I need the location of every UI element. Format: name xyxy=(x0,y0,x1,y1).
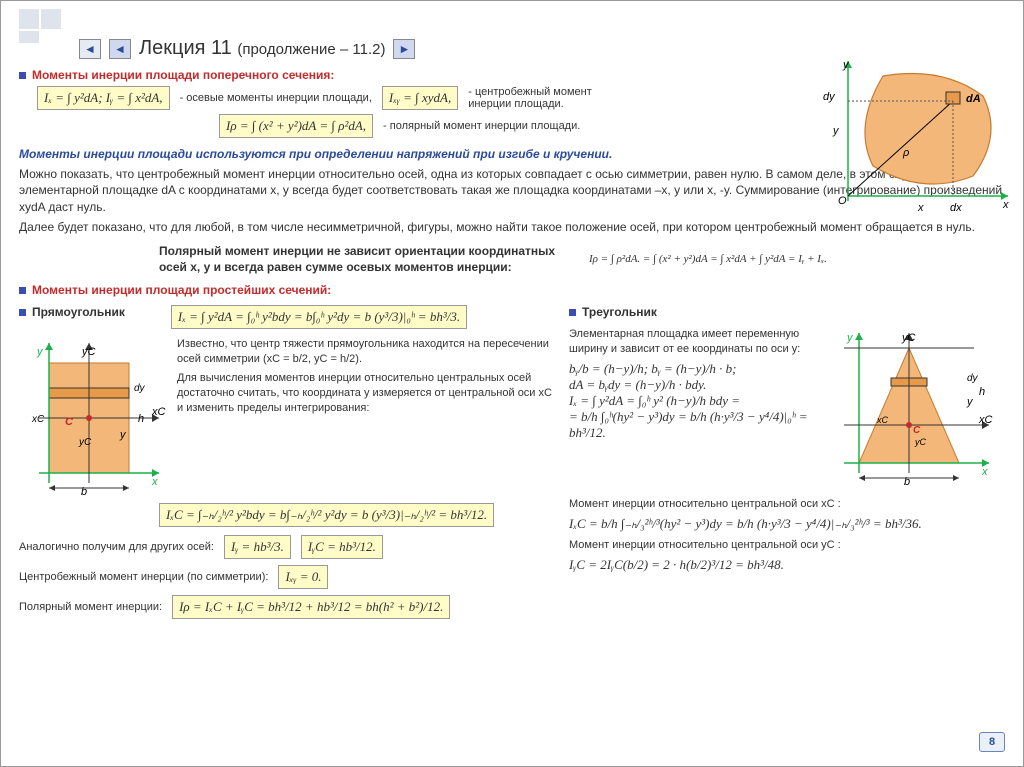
title-sub: (продолжение – 11.2) xyxy=(237,41,385,58)
bullet-icon-2 xyxy=(19,287,26,294)
formula-axial: Iₓ = ∫ y²dA; Iᵧ = ∫ x²dA, xyxy=(37,86,170,110)
rect-formula-ix: Iₓ = ∫ y²dA = ∫₀ʰ y²bdy = b∫₀ʰ y²dy = b … xyxy=(171,305,467,329)
svg-text:xC: xC xyxy=(978,414,993,426)
svg-text:y: y xyxy=(846,332,854,344)
two-column: Прямоугольник Iₓ = ∫ y²dA = ∫₀ʰ y²bdy = … xyxy=(19,301,1005,619)
heading-simple: Моменты инерции площади простейших сечен… xyxy=(32,283,331,297)
heading-moments: Моменты инерции площади поперечного сече… xyxy=(32,68,334,82)
formula-centrifugal: Iₓᵧ = ∫ xydA, xyxy=(382,86,458,110)
rect-ixy-label: Центробежный момент инерции (по симметри… xyxy=(19,571,268,583)
rect-text-1: Известно, что центр тяжести прямоугольни… xyxy=(177,337,559,367)
slide: ◄ ◄ Лекция 11 (продолжение – 11.2) ► O x… xyxy=(0,0,1024,767)
svg-text:y: y xyxy=(966,396,974,408)
lecture-title: Лекция 11 (продолжение – 11.2) xyxy=(139,37,385,60)
diagram-triangle: y yC x xC C xC yC dy h y b xyxy=(829,323,999,493)
svg-text:dy: dy xyxy=(967,373,979,384)
tri-body: Элементарная площадка имеет переменную ш… xyxy=(569,323,999,493)
svg-text:C: C xyxy=(65,416,74,428)
tri-text-1: Элементарная площадка имеет переменную ш… xyxy=(569,327,823,357)
rect-formula-iy: Iᵧ = hb³/3. xyxy=(224,535,291,559)
svg-text:yC: yC xyxy=(78,437,92,448)
svg-text:x: x xyxy=(981,466,988,478)
tri-formula-ix2: = b/h ∫₀ʰ(hy² − y³)dy = b/h (h·y³/3 − y⁴… xyxy=(569,409,823,441)
corner-decoration-2 xyxy=(19,31,39,43)
tri-formula-ixc: IₓC = b/h ∫₋ₕ/₃²ʰ/³(hy² − y³)dy = b/h (h… xyxy=(569,516,999,532)
rect-polar-row: Полярный момент инерции: Iρ = IₓC + IᵧC … xyxy=(19,595,559,619)
corner-decoration xyxy=(19,9,61,29)
tri-title-line: Треугольник xyxy=(569,305,999,319)
svg-text:dy: dy xyxy=(823,91,836,103)
rect-formula-ixc: IₓC = ∫₋ₕ/₂ʰ/² y²bdy = b∫₋ₕ/₂ʰ/² y²dy = … xyxy=(159,503,494,527)
svg-text:yC: yC xyxy=(914,437,927,447)
rect-polar-label: Полярный момент инерции: xyxy=(19,601,162,613)
rectangle-column: Прямоугольник Iₓ = ∫ y²dA = ∫₀ʰ y²bdy = … xyxy=(19,301,559,619)
svg-text:C: C xyxy=(913,425,921,436)
rect-body: y yC x xC C xC yC dy h y b Известно, что… xyxy=(19,333,559,503)
section-simple-heading: Моменты инерции площади простейших сечен… xyxy=(19,283,1005,297)
rect-ixy-row: Центробежный момент инерции (по симметри… xyxy=(19,565,559,589)
svg-text:xC: xC xyxy=(151,406,166,418)
rect-formula-iyc: IᵧC = hb³/12. xyxy=(301,535,383,559)
para-any-figure: Далее будет показано, что для любой, в т… xyxy=(19,219,1005,235)
svg-text:dy: dy xyxy=(134,383,146,394)
formula-polar: Iρ = ∫ (x² + y²)dA = ∫ ρ²dA, xyxy=(219,114,373,138)
rect-text-block: Известно, что центр тяжести прямоугольни… xyxy=(177,333,559,503)
nav-next-button[interactable]: ► xyxy=(393,39,415,59)
tri-label-ixc: Момент инерции относительно центральной … xyxy=(569,497,999,512)
nav-back-button[interactable]: ◄ xyxy=(79,39,101,59)
tri-label-iyc: Момент инерции относительно центральной … xyxy=(569,538,999,553)
rect-formula-ip: Iρ = IₓC + IᵧC = bh³/12 + hb³/12 = bh(h²… xyxy=(172,595,450,619)
svg-text:x: x xyxy=(151,476,158,488)
rect-formula-ixy: Iₓᵧ = 0. xyxy=(278,565,328,589)
svg-text:xC: xC xyxy=(876,415,889,425)
rect-title: Прямоугольник xyxy=(32,305,125,319)
svg-text:yC: yC xyxy=(901,332,916,344)
tri-title: Треугольник xyxy=(582,305,657,319)
svg-text:dA: dA xyxy=(966,93,981,105)
label-axial: - осевые моменты инерции площади, xyxy=(180,92,372,104)
diagram-rectangle: y yC x xC C xC yC dy h y b xyxy=(19,333,169,503)
page-number: 8 xyxy=(979,732,1005,752)
tri-formula-ix: Iₓ = ∫ y²dA = ∫₀ʰ y² (h−y)/h bdy = xyxy=(569,393,823,409)
tri-text-block: Элементарная площадка имеет переменную ш… xyxy=(569,323,823,493)
svg-text:x: x xyxy=(1002,199,1009,211)
svg-text:dx: dx xyxy=(950,202,962,214)
label-polar: - полярный момент инерции площади. xyxy=(383,120,580,132)
diagram-cross-section: O x y ρ dA dy dx x y xyxy=(803,56,1013,221)
formula-polar-sum: Iρ = ∫ ρ²dA. = ∫ (x² + y²)dA = ∫ x²dA + … xyxy=(589,253,827,265)
bullet-icon-3 xyxy=(19,309,26,316)
tri-formula-by: bᵧ/b = (h−y)/h; bᵧ = (h−y)/h · b; xyxy=(569,361,823,377)
bullet-icon-4 xyxy=(569,309,576,316)
svg-text:h: h xyxy=(138,413,144,425)
svg-text:xC: xC xyxy=(31,414,45,425)
svg-text:y: y xyxy=(832,125,840,137)
triangle-column: Треугольник Элементарная площадка имеет … xyxy=(569,301,999,619)
rect-other-label: Аналогично получим для других осей: xyxy=(19,541,214,553)
rect-text-2: Для вычисления моментов инерции относите… xyxy=(177,371,559,416)
para-polar-sum: Полярный момент инерции не зависит ориен… xyxy=(159,243,579,275)
rect-title-line: Прямоугольник Iₓ = ∫ y²dA = ∫₀ʰ y²bdy = … xyxy=(19,305,559,329)
polar-sum-row: Полярный момент инерции не зависит ориен… xyxy=(19,239,1005,279)
title-main: Лекция 11 xyxy=(139,37,232,59)
svg-text:yC: yC xyxy=(81,346,96,358)
svg-text:h: h xyxy=(979,386,985,398)
bullet-icon xyxy=(19,72,26,79)
tri-formula-iyc: IᵧC = 2IᵧC(b/2) = 2 · h(b/2)³/12 = bh³/4… xyxy=(569,557,999,573)
label-centrifugal: - центробежный момент инерции площади. xyxy=(468,86,618,110)
svg-text:O: O xyxy=(838,195,847,207)
svg-text:y: y xyxy=(36,346,44,358)
svg-text:ρ: ρ xyxy=(902,147,909,159)
rect-ixc-wrap: IₓC = ∫₋ₕ/₂ʰ/² y²bdy = b∫₋ₕ/₂ʰ/² y²dy = … xyxy=(159,503,559,527)
nav-prev-button[interactable]: ◄ xyxy=(109,39,131,59)
rect-other-axes: Аналогично получим для других осей: Iᵧ =… xyxy=(19,535,559,559)
tri-formula-da: dA = bᵧdy = (h−y)/h · bdy. xyxy=(569,377,823,393)
svg-text:x: x xyxy=(917,202,924,214)
